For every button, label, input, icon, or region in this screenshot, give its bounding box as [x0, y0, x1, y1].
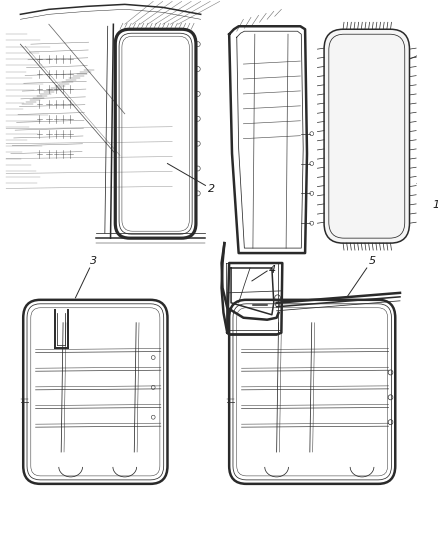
Text: 5: 5	[369, 256, 376, 266]
Text: 3: 3	[90, 256, 97, 266]
FancyBboxPatch shape	[324, 29, 410, 243]
Text: 2: 2	[208, 184, 215, 195]
Text: 1: 1	[432, 200, 438, 211]
Text: 4: 4	[269, 265, 276, 275]
